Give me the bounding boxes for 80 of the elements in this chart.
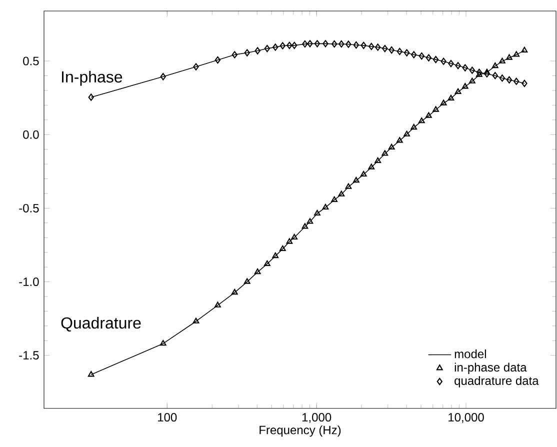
legend-label: in-phase data xyxy=(454,362,527,374)
point xyxy=(506,76,512,84)
point xyxy=(382,44,388,52)
point xyxy=(332,40,338,48)
point xyxy=(522,80,528,88)
point xyxy=(396,137,403,143)
point xyxy=(360,42,366,50)
y-tick-label: -0.5 xyxy=(19,204,39,212)
x-axis-title: Frequency (Hz) xyxy=(260,425,341,437)
point xyxy=(360,170,367,177)
x-tick-label: 100 xyxy=(158,413,177,422)
point xyxy=(440,58,446,65)
point xyxy=(404,130,410,136)
point xyxy=(404,49,410,56)
point xyxy=(432,56,439,64)
point xyxy=(469,66,476,74)
point xyxy=(302,223,308,229)
point xyxy=(331,196,338,202)
point xyxy=(368,164,375,170)
point xyxy=(322,40,328,48)
point xyxy=(521,46,528,53)
point xyxy=(492,62,498,68)
point xyxy=(468,78,476,84)
legend-label: model xyxy=(454,349,486,358)
annotation: Quadrature xyxy=(61,316,141,332)
y-tick-label: 0.5 xyxy=(23,56,39,66)
y-tick-label: -1.0 xyxy=(19,278,39,286)
point xyxy=(418,52,424,60)
point xyxy=(514,78,520,85)
point xyxy=(286,238,293,244)
point xyxy=(353,41,360,49)
point xyxy=(411,51,417,58)
point xyxy=(388,46,394,54)
point xyxy=(432,106,439,112)
point xyxy=(492,72,498,80)
point xyxy=(272,252,279,258)
point xyxy=(286,42,292,50)
point xyxy=(484,70,490,78)
point xyxy=(345,183,352,189)
point xyxy=(264,260,270,266)
annotation: In-phase xyxy=(62,70,122,86)
point xyxy=(279,245,286,252)
point xyxy=(280,42,286,50)
point xyxy=(476,68,482,76)
y-tick-label: -1.5 xyxy=(19,351,39,360)
point xyxy=(476,71,482,77)
x-tick-label: 10,000 xyxy=(448,413,484,423)
point xyxy=(352,176,360,183)
point xyxy=(484,68,490,74)
point xyxy=(426,54,432,62)
point xyxy=(374,157,382,164)
x-tick-label: 1,000 xyxy=(302,413,332,423)
point xyxy=(346,40,352,48)
point xyxy=(388,144,395,150)
point xyxy=(499,58,506,64)
point xyxy=(418,117,425,124)
point xyxy=(382,150,388,156)
point xyxy=(410,124,418,130)
point xyxy=(462,64,468,72)
point xyxy=(375,44,381,51)
point xyxy=(322,204,329,210)
point xyxy=(506,54,512,60)
legend-label: quadrature data xyxy=(454,376,539,388)
point xyxy=(462,83,468,89)
point xyxy=(264,44,270,52)
point xyxy=(455,62,461,70)
y-tick-label: 0.0 xyxy=(23,130,39,139)
point xyxy=(513,51,520,57)
point xyxy=(338,190,345,196)
point xyxy=(302,40,308,48)
point xyxy=(368,42,374,50)
point xyxy=(338,40,344,48)
point xyxy=(448,60,454,68)
point xyxy=(448,94,454,100)
point xyxy=(499,74,506,82)
point xyxy=(440,100,447,106)
point xyxy=(272,44,278,51)
point xyxy=(426,112,432,118)
point xyxy=(396,48,402,56)
point xyxy=(454,88,462,94)
